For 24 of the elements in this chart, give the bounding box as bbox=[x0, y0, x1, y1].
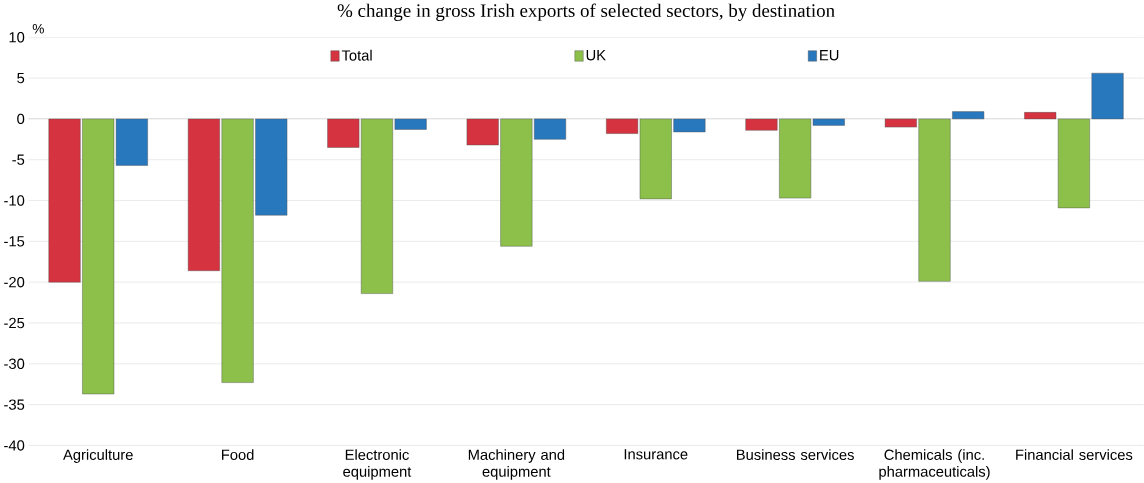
y-tick-label: 5 bbox=[17, 72, 25, 84]
chart-title: % change in gross Irish exports of selected sectors, by destination bbox=[337, 3, 835, 21]
legend-label: UK bbox=[586, 50, 606, 61]
x-tick-label: Electronic equipment bbox=[343, 449, 412, 480]
y-tick-label: 10 bbox=[9, 31, 25, 43]
y-axis-title: % bbox=[32, 23, 44, 34]
legend-label: EU bbox=[820, 50, 839, 61]
y-tick-label: -40 bbox=[4, 440, 25, 451]
x-tick-label: Chemicals (inc. pharmaceuticals) bbox=[879, 449, 990, 480]
y-tick-label: -10 bbox=[4, 195, 25, 206]
y-tick-label: -35 bbox=[4, 399, 25, 410]
legend-label: Total bbox=[341, 49, 372, 61]
x-tick-label: Business services bbox=[736, 449, 854, 460]
x-tick-label: Food bbox=[222, 449, 254, 460]
y-tick-label: 0 bbox=[17, 113, 25, 125]
x-tick-label: Financial services bbox=[1016, 449, 1133, 460]
y-tick-label: -25 bbox=[4, 317, 25, 329]
y-tick-label: -15 bbox=[4, 236, 25, 247]
y-tick-label: -5 bbox=[12, 154, 25, 165]
x-tick-label: Agriculture bbox=[63, 449, 133, 463]
x-tick-label: Insurance bbox=[624, 449, 688, 460]
y-tick-label: -30 bbox=[4, 358, 25, 369]
x-tick-label: Machinery and equipment bbox=[468, 449, 565, 480]
y-tick-label: -20 bbox=[4, 276, 25, 288]
